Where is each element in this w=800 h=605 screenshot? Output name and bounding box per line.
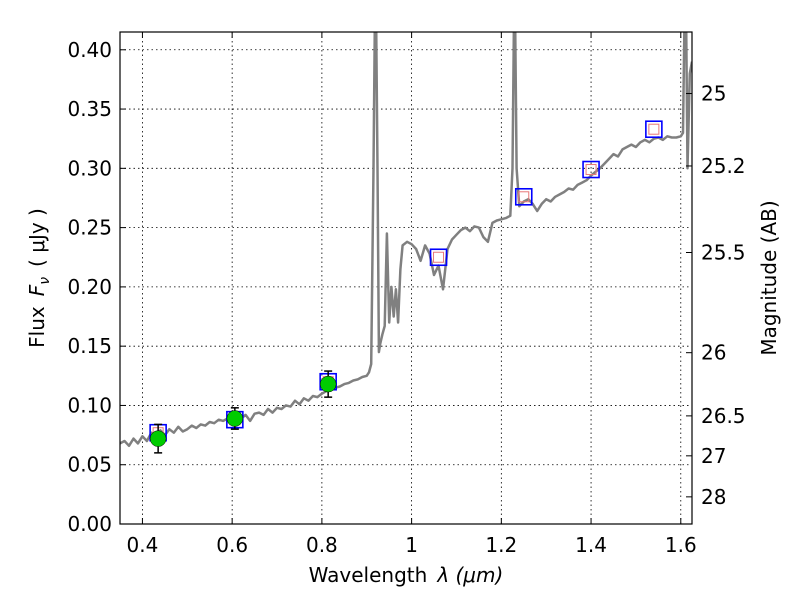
grid-lines: [120, 32, 692, 524]
x-tick-label: 1.6: [665, 533, 697, 557]
y-tick-label: 0.25: [67, 216, 112, 240]
y-tick-label: 0.35: [67, 97, 112, 121]
x-tick-label: 1: [405, 533, 418, 557]
x-tick-label: 1.4: [575, 533, 607, 557]
model-box-inner: [585, 164, 597, 176]
axis-ticks: 0.4 0.6 0.8 1 1.2 1.4 1.6 0.00 0.05 0.10 0.15 0.20 0…: [67, 32, 746, 557]
y-tick-label: 0.30: [67, 156, 112, 180]
y2-tick-label: 27: [701, 444, 726, 468]
y-tick-label: 0.00: [67, 512, 112, 536]
y2-tick-label: 25: [701, 82, 726, 106]
y-tick-label: 0.10: [67, 393, 112, 417]
model-box: [514, 187, 533, 206]
observed-point: [319, 375, 337, 393]
y2-tick-label: 26.5: [701, 404, 746, 428]
x-tick-label: 0.6: [216, 533, 248, 557]
x-tick-label: 0.8: [306, 533, 338, 557]
model-box-inner: [433, 251, 445, 263]
model-box: [429, 248, 448, 267]
y-axis-label: FluxFν( μJy ): [25, 208, 53, 348]
observed-point: [149, 430, 167, 447]
spectrum-line: [120, 32, 692, 448]
y2-tick-label: 25.2: [701, 154, 746, 178]
model-box: [582, 160, 600, 179]
x-tick-label: 0.4: [127, 533, 159, 557]
model-box-inner: [518, 191, 530, 203]
y-tick-label: 0.20: [67, 275, 112, 299]
y2-tick-label: 26: [701, 341, 726, 365]
y2-tick-label: 28: [701, 485, 726, 509]
observed-point: [226, 410, 244, 427]
plot-area: [120, 32, 692, 454]
y-tick-label: 0.40: [67, 38, 112, 62]
plot-frame: [119, 31, 693, 525]
model-box-inner: [648, 123, 660, 135]
x-tick-label: 1.2: [485, 533, 517, 557]
x-axis-label: Wavelength λ (μm): [309, 563, 504, 587]
y-tick-label: 0.05: [67, 453, 112, 477]
model-box: [645, 120, 663, 139]
y2-axis-label: Magnitude (AB): [757, 200, 781, 355]
y2-tick-label: 25.5: [701, 241, 746, 265]
y-tick-label: 0.15: [67, 334, 112, 358]
